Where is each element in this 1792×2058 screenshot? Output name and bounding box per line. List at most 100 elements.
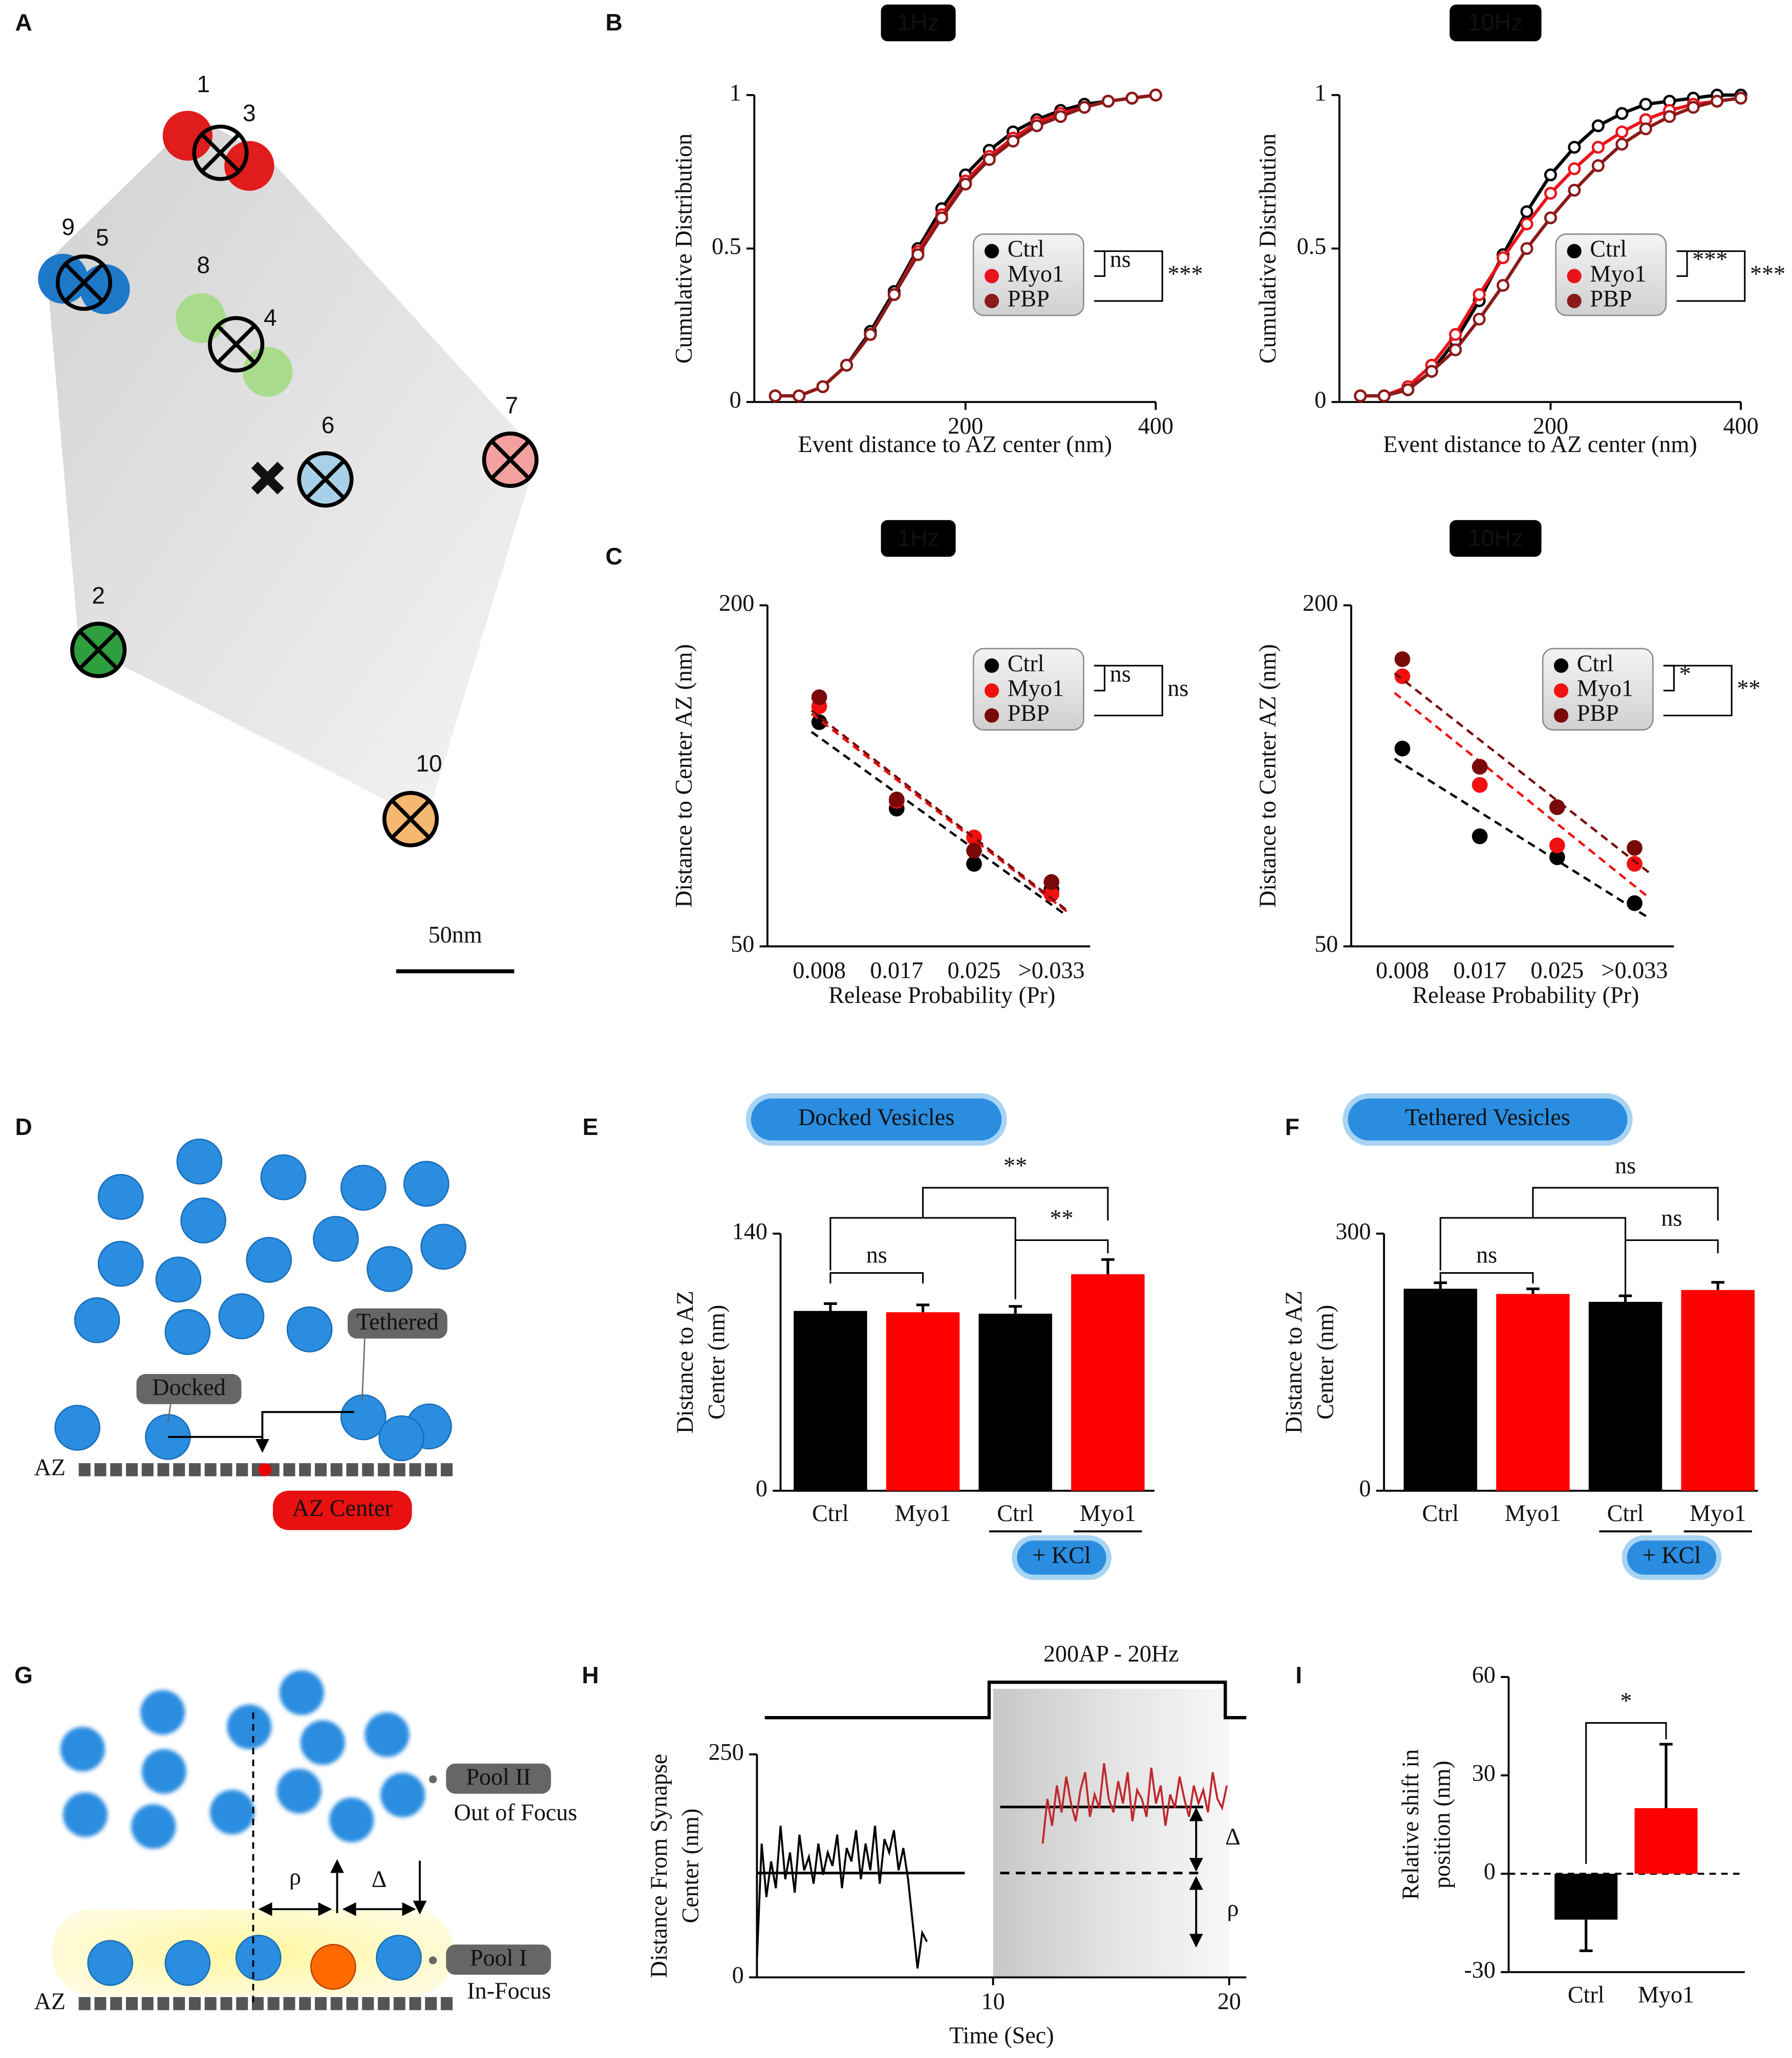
- legend-label: Myo1: [1008, 261, 1064, 287]
- y-tick-label: 0: [1359, 1475, 1371, 1501]
- az-segment: [330, 1463, 343, 1476]
- data-point: [983, 153, 996, 166]
- az-segment: [377, 1463, 390, 1476]
- chart: 10Hz 0 0.5 1 200 400 Event distance to AZ cent…: [1254, 4, 1785, 457]
- title-pill: [745, 1093, 1007, 1146]
- data-point: [1497, 251, 1510, 265]
- significance-label: **: [1004, 1152, 1027, 1178]
- significance-bracket: [1094, 664, 1163, 717]
- data-point: [1149, 89, 1162, 102]
- az-segment: [220, 1463, 232, 1476]
- significance-label: **: [1050, 1205, 1073, 1231]
- x-tick-label: Myo1: [1638, 1982, 1694, 2008]
- az-segment: [393, 1997, 406, 2010]
- error-bar: [1659, 1743, 1673, 1808]
- center-cross: [490, 440, 530, 480]
- chart: 200AP - 20Hz 0 250 10 20 Time (Sec) Distance F…: [646, 1640, 1247, 2048]
- significance-bracket: [1676, 250, 1688, 277]
- az-segment: [251, 1997, 264, 2010]
- site-number: 8: [197, 252, 210, 278]
- significance-bracket: [1663, 664, 1675, 692]
- significance-label: ***: [1167, 261, 1203, 287]
- pointer: [361, 1338, 366, 1402]
- az-segment: [299, 1997, 311, 2010]
- docked-label: Docked: [152, 1374, 225, 1400]
- bar: [1634, 1808, 1698, 1874]
- data-point: [1544, 187, 1558, 200]
- legend-marker: [984, 244, 999, 259]
- localization-blob: [80, 264, 130, 314]
- center-cross: [200, 133, 241, 173]
- label-pill: [347, 1308, 447, 1339]
- center-marker: [192, 124, 249, 181]
- panel-letter: E: [583, 1113, 599, 1140]
- az-segment: [94, 1997, 106, 2010]
- y-tick-label: 200: [719, 590, 754, 616]
- legend-marker: [1553, 658, 1569, 673]
- delta-label: Δ: [1225, 1824, 1241, 1850]
- legend-label: Myo1: [1008, 675, 1064, 701]
- x-tick-label: Ctrl: [997, 1500, 1034, 1526]
- y-axis-label: Cumulative Distribution: [1254, 134, 1281, 364]
- data-point: [1473, 288, 1486, 301]
- stimulus-shade: [993, 1688, 1229, 1978]
- data-point: [1615, 107, 1629, 120]
- y-axis-label: Relative shift in: [1397, 1749, 1423, 1900]
- az-segment: [204, 1463, 217, 1476]
- data-point: [1615, 125, 1629, 139]
- data-point: [1520, 205, 1533, 219]
- center-marker: [208, 316, 265, 373]
- data-point: [1711, 95, 1724, 108]
- vesicle: [367, 1246, 413, 1292]
- data-point: [1394, 668, 1411, 684]
- vesicle-in-focus: [376, 1935, 422, 1981]
- vesicle: [340, 1165, 387, 1211]
- az-segment: [173, 1463, 185, 1476]
- data-point: [1627, 840, 1642, 856]
- tracked-vesicle: [310, 1944, 356, 1990]
- legend-marker: [984, 708, 999, 723]
- y-tick-label: 0: [1314, 387, 1326, 413]
- az-segment: [425, 1463, 437, 1476]
- significance-bracket: [1094, 250, 1105, 277]
- chart: 10Hz 50 200 Release Probability (Pr) Distanc…: [1254, 520, 1760, 1008]
- x-tick-label: 0.025: [948, 957, 1001, 983]
- data-point: [935, 211, 948, 225]
- vesicle-out-of-focus: [279, 1670, 324, 1716]
- chart-title: 10Hz: [1468, 9, 1523, 36]
- title-pill: [1342, 1093, 1633, 1146]
- rho-label: ρ: [1227, 1895, 1239, 1921]
- y-tick-label: 0.5: [712, 233, 741, 259]
- y-tick-label: 0: [756, 1475, 767, 1501]
- fit-line: [1394, 692, 1651, 899]
- series-line: [1041, 1763, 1228, 1844]
- data-point: [1627, 895, 1642, 911]
- x-tick-label: 0.017: [870, 957, 923, 983]
- significance-label: ns: [1661, 1205, 1682, 1231]
- vesicle: [74, 1297, 120, 1343]
- az-center-mark: [251, 461, 284, 495]
- significance-label: ns: [1110, 660, 1131, 687]
- chart-title: Tethered Vesicles: [1405, 1104, 1570, 1130]
- vesicle-out-of-focus: [329, 1797, 374, 1842]
- site-number: 10: [416, 750, 442, 777]
- vesicle: [378, 1415, 424, 1462]
- legend-label: Myo1: [1590, 261, 1646, 287]
- chart: Tethered Vesicles 0 300 Distance to AZ Cente…: [1281, 1093, 1758, 1580]
- pointer: [167, 1404, 172, 1423]
- az-segment: [283, 1997, 295, 2010]
- x-tick-label: 0.008: [1376, 957, 1429, 983]
- localization-blob: [243, 347, 293, 397]
- significance-bracket: [1625, 1239, 1719, 1299]
- az-segment: [362, 1997, 374, 2010]
- vesicle-in-focus: [164, 1940, 211, 1986]
- x-tick-label: 20: [1218, 1988, 1241, 2014]
- az-segment: [409, 1463, 421, 1476]
- legend-label: PBP: [1008, 700, 1050, 726]
- title-box: [881, 4, 956, 41]
- significance-label: ns: [1167, 675, 1188, 701]
- center-marker: [55, 254, 113, 311]
- az-segment: [283, 1463, 295, 1476]
- az-segment: [78, 1997, 91, 2010]
